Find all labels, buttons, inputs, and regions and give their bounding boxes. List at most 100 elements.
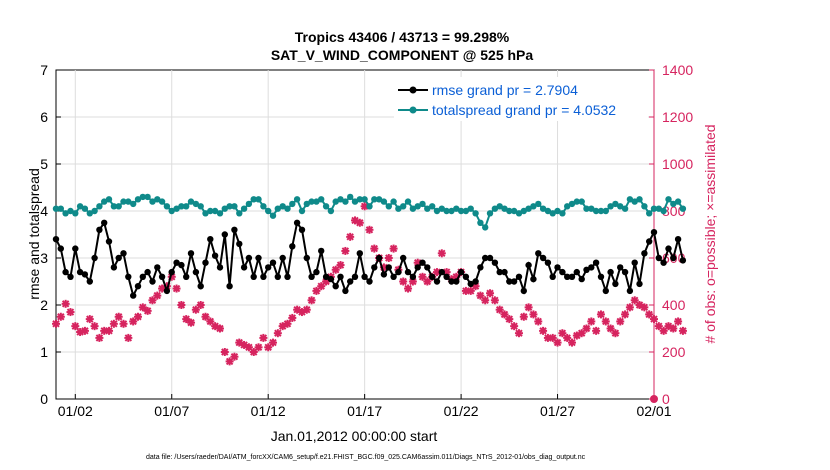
- obs-count-point: [399, 277, 408, 286]
- rmse-point: [568, 273, 576, 280]
- rmse-point: [535, 250, 542, 257]
- obs-count-point: [105, 326, 114, 335]
- totalspread-point: [597, 207, 605, 215]
- obs-count-point: [524, 303, 533, 312]
- totalspread-point: [298, 207, 306, 215]
- totalspread-point: [472, 210, 479, 217]
- rmse-point: [265, 264, 272, 271]
- totalspread-point: [482, 224, 489, 231]
- rmse-point: [332, 283, 339, 290]
- totalspread-point: [168, 207, 175, 215]
- totalspread-point: [231, 203, 238, 210]
- obs-count-point: [510, 322, 519, 331]
- obs-count-point: [529, 310, 538, 319]
- obs-count-point: [669, 324, 678, 333]
- totalspread-point: [279, 203, 286, 210]
- rmse-point: [342, 287, 349, 295]
- totalspread-point: [62, 210, 69, 217]
- totalspread-point: [207, 207, 214, 215]
- totalspread-point: [322, 203, 330, 210]
- rmse-point: [72, 245, 79, 252]
- obs-count-point: [61, 299, 70, 308]
- obs-count-point: [95, 333, 104, 342]
- totalspread-point: [674, 198, 682, 205]
- rmse-point: [395, 268, 402, 276]
- totalspread-point: [183, 203, 190, 210]
- obs-count-point: [587, 317, 596, 326]
- rmse-point: [525, 261, 532, 269]
- rmse-point: [448, 278, 455, 285]
- rmse-point: [544, 259, 552, 266]
- x-tick-label: 01/07: [154, 403, 189, 419]
- obs-count-point: [244, 343, 253, 352]
- x-tick-label: 01/17: [347, 403, 382, 419]
- rmse-point: [149, 278, 156, 285]
- obs-count-point: [133, 312, 142, 321]
- rmse-point: [530, 275, 537, 283]
- rmse-point: [366, 278, 373, 285]
- totalspread-point: [86, 210, 94, 217]
- totalspread-point: [443, 207, 450, 215]
- totalspread-point: [163, 203, 171, 210]
- rmse-point: [400, 254, 407, 262]
- y-tick-label-left: 3: [40, 250, 48, 266]
- totalspread-point: [366, 203, 373, 210]
- rmse-point: [578, 275, 585, 283]
- rmse-point: [221, 231, 228, 238]
- obs-count-point: [568, 338, 577, 347]
- obs-count-point: [259, 333, 268, 342]
- totalspread-point: [539, 205, 547, 212]
- totalspread-point: [269, 212, 277, 219]
- totalspread-point: [453, 205, 460, 212]
- obs-count-point: [404, 284, 413, 293]
- obs-count-point: [514, 329, 523, 338]
- totalspread-point: [154, 196, 161, 203]
- totalspread-point: [655, 205, 662, 212]
- totalspread-point: [318, 196, 325, 203]
- rmse-point: [125, 273, 132, 280]
- totalspread-point: [260, 203, 267, 210]
- obs-count-point: [80, 326, 89, 335]
- totalspread-point: [192, 200, 200, 208]
- rmse-point: [375, 254, 383, 262]
- rmse-point: [409, 273, 417, 280]
- totalspread-point: [284, 205, 291, 212]
- rmse-point: [183, 273, 190, 280]
- totalspread-point: [72, 210, 79, 217]
- totalspread-point: [592, 207, 600, 215]
- obs-count-point: [177, 301, 186, 309]
- rmse-point: [284, 273, 291, 280]
- y-tick-label-left: 4: [40, 203, 48, 219]
- totalspread-point: [409, 205, 417, 212]
- totalspread-point: [202, 210, 209, 217]
- rmse-point: [105, 238, 113, 245]
- obs-count-point: [486, 289, 495, 298]
- rmse-point: [139, 273, 146, 280]
- totalspread-point: [535, 200, 542, 208]
- rmse-point: [245, 254, 253, 262]
- totalspread-point: [660, 207, 667, 215]
- totalspread-point: [559, 210, 566, 217]
- rmse-point: [197, 283, 204, 290]
- obs-count-point: [129, 317, 138, 326]
- obs-count-point: [307, 296, 316, 305]
- totalspread-point: [178, 203, 185, 210]
- totalspread-point: [448, 207, 455, 215]
- rmse-point: [91, 254, 98, 262]
- totalspread-point: [636, 196, 643, 203]
- totalspread-point: [641, 203, 648, 210]
- rmse-point: [588, 264, 595, 271]
- rmse-point: [443, 273, 450, 280]
- totalspread-point: [96, 203, 103, 210]
- rmse-point: [62, 268, 69, 276]
- totalspread-point: [110, 203, 118, 210]
- rmse-point: [501, 268, 508, 276]
- rmse-point: [327, 275, 335, 283]
- y-tick-label-right: 1200: [662, 109, 693, 125]
- totalspread-point: [665, 196, 672, 203]
- rmse-point: [269, 259, 277, 266]
- totalspread-point: [125, 198, 132, 205]
- rmse-point: [631, 259, 638, 266]
- rmse-point: [318, 247, 325, 255]
- totalspread-point: [496, 203, 503, 210]
